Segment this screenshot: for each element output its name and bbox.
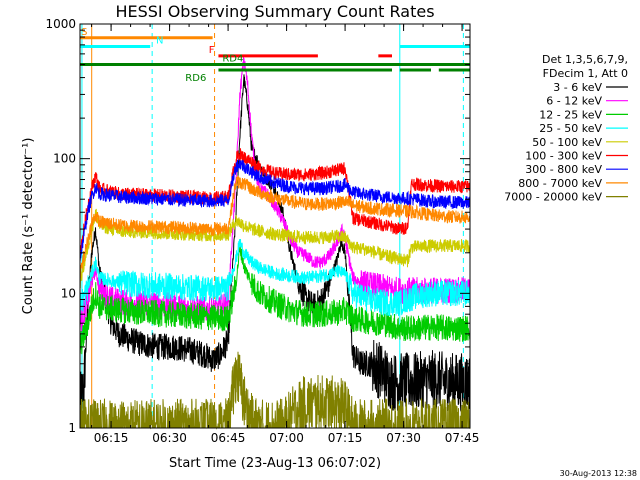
legend-label-3: 25 - 50 keV <box>539 122 602 135</box>
legend-label-0: 3 - 6 keV <box>553 81 602 94</box>
y-axis-label: Count Rate (s⁻¹ detector⁻¹) <box>21 138 36 315</box>
legend-label-4: 50 - 100 keV <box>532 136 602 149</box>
series-line-2 <box>79 244 471 355</box>
date-stamp: 30-Aug-2013 12:38 <box>560 469 637 478</box>
flag-label-rd6: RD6 <box>185 73 206 84</box>
legend-label-2: 12 - 25 keV <box>539 108 602 121</box>
x-axis-label: Start Time (23-Aug-13 06:07:02) <box>169 456 381 471</box>
y-tick-label-0: 1 <box>68 421 76 435</box>
y-tick-label-1: 10 <box>61 286 76 300</box>
y-tick-label-2: 100 <box>53 152 76 166</box>
legend-label-8: 7000 - 20000 keV <box>504 191 602 204</box>
legend: Det 1,3,5,6,7,9, FDecim 1, Att 0 3 - 6 k… <box>504 53 628 204</box>
series-line-0 <box>79 74 471 418</box>
x-tick-label-0: 06:15 <box>94 431 129 445</box>
y-tick-label-3: 1000 <box>45 17 76 31</box>
series-line-7 <box>79 175 471 279</box>
flag-label-f: F <box>209 45 215 56</box>
legend-header-decimation: FDecim 1, Att 0 <box>543 67 628 80</box>
legend-label-5: 100 - 300 keV <box>525 150 602 163</box>
series-line-3 <box>79 239 471 318</box>
legend-label-7: 800 - 7000 keV <box>518 177 602 190</box>
legend-label-6: 300 - 800 keV <box>525 163 602 176</box>
x-tick-label-2: 06:45 <box>211 431 246 445</box>
flag-label-n: N <box>156 36 163 47</box>
chart-title: HESSI Observing Summary Count Rates <box>115 2 434 21</box>
x-tick-label-4: 07:15 <box>328 431 363 445</box>
status-flags: S N F RD4 RD6 <box>80 27 470 84</box>
legend-header-detectors: Det 1,3,5,6,7,9, <box>542 53 628 66</box>
flag-label-s: S <box>81 27 87 38</box>
x-tick-label-6: 07:45 <box>445 431 480 445</box>
x-axis-ticks: 06:15 06:30 06:45 07:00 07:15 07:30 07:45 <box>91 24 480 445</box>
y-axis-ticks: 1 10 100 1000 <box>45 17 470 435</box>
plot-frame <box>79 23 471 429</box>
x-tick-label-5: 07:30 <box>386 431 421 445</box>
legend-label-1: 6 - 12 keV <box>546 95 602 108</box>
x-tick-label-1: 06:30 <box>152 431 187 445</box>
series-line-6 <box>79 159 471 262</box>
flag-label-rd4: RD4 <box>222 54 243 65</box>
x-tick-label-3: 07:00 <box>269 431 304 445</box>
